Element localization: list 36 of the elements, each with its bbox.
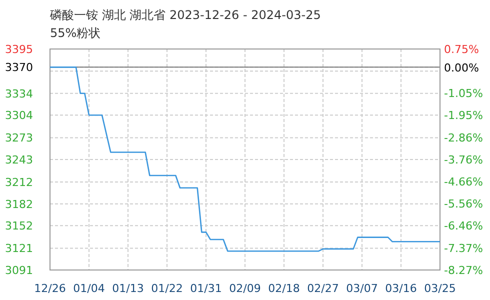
- y-tick-label: 3243: [5, 154, 33, 166]
- y2-tick-label: -6.46%: [444, 220, 483, 233]
- y-tick-label: 3304: [5, 109, 33, 122]
- x-tick-label: 12/26: [34, 282, 66, 295]
- x-tick-label: 02/18: [268, 282, 300, 295]
- x-tick-label: 02/27: [307, 282, 339, 295]
- x-tick-label: 01/31: [190, 282, 222, 295]
- y-tick-label: 3182: [5, 198, 33, 211]
- x-tick-label: 03/16: [385, 282, 417, 295]
- x-tick-label: 02/09: [229, 282, 261, 295]
- x-tick-label: 01/22: [151, 282, 183, 295]
- y2-tick-label: -1.95%: [444, 109, 483, 122]
- y2-tick-label: -2.86%: [444, 131, 483, 144]
- y2-tick-label: 0.75%: [444, 43, 479, 56]
- x-tick-label: 01/13: [112, 282, 144, 295]
- y-tick-label: 3091: [5, 264, 33, 277]
- y-tick-label: 3395: [5, 43, 33, 56]
- y2-tick-label: -1.05%: [444, 87, 483, 100]
- line-series: [49, 66, 441, 252]
- x-tick-label: 03/07: [346, 282, 378, 295]
- y2-tick-label: -4.66%: [444, 176, 483, 189]
- y2-tick-label: -5.56%: [444, 198, 483, 211]
- title: 磷酸一铵 湖北 湖北省 2023-12-26 - 2024-03-25: [50, 8, 321, 22]
- y-tick-label: 3152: [5, 220, 33, 233]
- y2-tick-label: -3.76%: [444, 154, 483, 166]
- y-tick-label: 3334: [5, 87, 33, 100]
- y-tick-label: 3370: [5, 61, 33, 74]
- y-tick-label: 3121: [5, 242, 33, 256]
- y2-tick-label: -8.27%: [444, 264, 483, 277]
- y-tick-label: 3212: [5, 176, 33, 190]
- x-tick-label: 03/25: [424, 282, 456, 295]
- chart-subtitle: 55%粉状: [50, 26, 101, 40]
- y2-tick-label: -7.37%: [444, 242, 483, 255]
- y2-tick-label: 0.00%: [444, 61, 479, 74]
- x-tick-label: 01/04: [73, 282, 105, 295]
- y-tick-label: 3273: [5, 132, 33, 145]
